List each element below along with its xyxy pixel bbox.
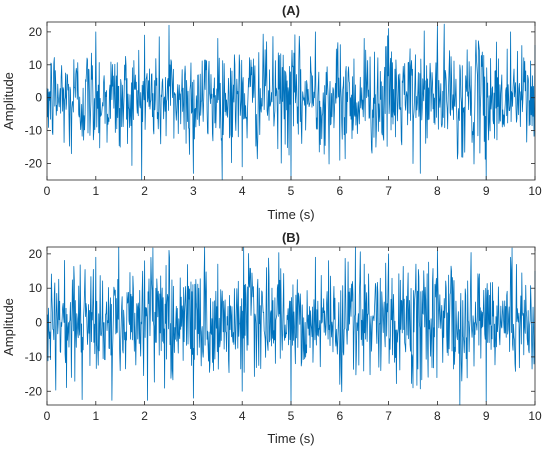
panel-a-ytick-label: -10 [25, 124, 43, 138]
panel-a-xtick-label: 5 [288, 184, 295, 198]
panel-b-xtick-label: 8 [434, 409, 441, 423]
panel-a-ytick-label: -20 [25, 157, 43, 171]
panel-b-ytick-label: 10 [29, 281, 43, 295]
panel-b-ytick-label: 0 [35, 316, 42, 330]
panel-a: (A) Amplitude Time (s) 0 1 2 3 4 5 6 7 8 9 10 -20 -1… [1, 3, 542, 222]
panel-a-xtick-label: 0 [44, 184, 51, 198]
panel-a-title: (A) [282, 3, 300, 18]
panel-b-xtick-label: 0 [44, 409, 51, 423]
panel-b: (B) Amplitude Time (s) 0 1 2 3 4 5 6 7 8 9 10 -20 -1… [1, 230, 542, 446]
panel-a-xtick-label: 1 [92, 184, 99, 198]
panel-b-xtick-label: 10 [528, 409, 542, 423]
panel-b-xtick-label: 4 [239, 409, 246, 423]
panel-b-ylabel: Amplitude [1, 298, 16, 356]
panel-b-ytick-label: -20 [25, 384, 43, 398]
panel-a-xtick-label: 2 [141, 184, 148, 198]
panel-b-xtick-label: 2 [141, 409, 148, 423]
panel-a-xtick-label: 4 [239, 184, 246, 198]
panel-b-plot-area: 0 1 2 3 4 5 6 7 8 9 10 -20 -10 0 10 20 [25, 246, 542, 423]
panel-a-plot-area: 0 1 2 3 4 5 6 7 8 9 10 -20 -10 0 10 20 [25, 21, 542, 198]
panel-b-xtick-label: 6 [336, 409, 343, 423]
panel-b-xtick-label: 3 [190, 409, 197, 423]
panel-a-series-line [46, 23, 536, 181]
panel-b-ytick-label: 20 [29, 247, 43, 261]
panel-b-xlabel: Time (s) [267, 431, 314, 446]
panel-a-xtick-label: 3 [190, 184, 197, 198]
panel-a-xtick-label: 6 [336, 184, 343, 198]
panel-a-xtick-label: 10 [528, 184, 542, 198]
panel-a-ylabel: Amplitude [1, 72, 16, 130]
panel-a-ytick-label: 10 [29, 58, 43, 72]
panel-b-series-line [46, 246, 536, 406]
panel-a-xtick-label: 7 [385, 184, 392, 198]
panel-a-xtick-label: 8 [434, 184, 441, 198]
panel-b-xtick-label: 1 [92, 409, 99, 423]
panel-b-xtick-label: 7 [385, 409, 392, 423]
panel-a-ytick-label: 20 [29, 25, 43, 39]
panel-b-xtick-label: 5 [288, 409, 295, 423]
panel-b-xtick-label: 9 [483, 409, 490, 423]
panel-a-ytick-label: 0 [35, 91, 42, 105]
panel-b-title: (B) [282, 230, 300, 245]
panel-b-ytick-label: -10 [25, 350, 43, 364]
panel-a-xlabel: Time (s) [267, 207, 314, 222]
panel-a-xtick-label: 9 [483, 184, 490, 198]
